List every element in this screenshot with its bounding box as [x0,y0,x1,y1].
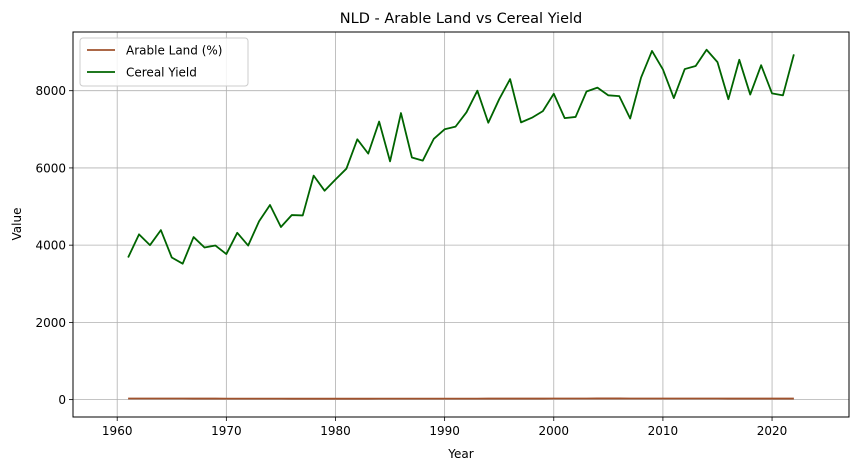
legend-label-arable-land: Arable Land (%) [126,44,223,58]
x-tick-label: 1990 [429,424,460,438]
legend: Arable Land (%) Cereal Yield [80,38,248,86]
x-tick-label: 2010 [648,424,679,438]
y-tick-label: 6000 [35,161,66,175]
chart-title: NLD - Arable Land vs Cereal Yield [340,11,582,27]
x-tick-label: 2000 [538,424,569,438]
x-tick-label: 1960 [102,424,133,438]
x-tick-label: 2020 [757,424,788,438]
legend-label-cereal-yield: Cereal Yield [126,66,197,80]
x-axis-label: Year [447,447,473,461]
y-tick-label: 8000 [35,84,66,98]
y-axis-label: Value [10,208,24,241]
y-tick-label: 0 [58,393,66,407]
x-tick-label: 1970 [211,424,242,438]
y-tick-label: 2000 [35,316,66,330]
y-tick-label: 4000 [35,239,66,253]
x-tick-label: 1980 [320,424,351,438]
